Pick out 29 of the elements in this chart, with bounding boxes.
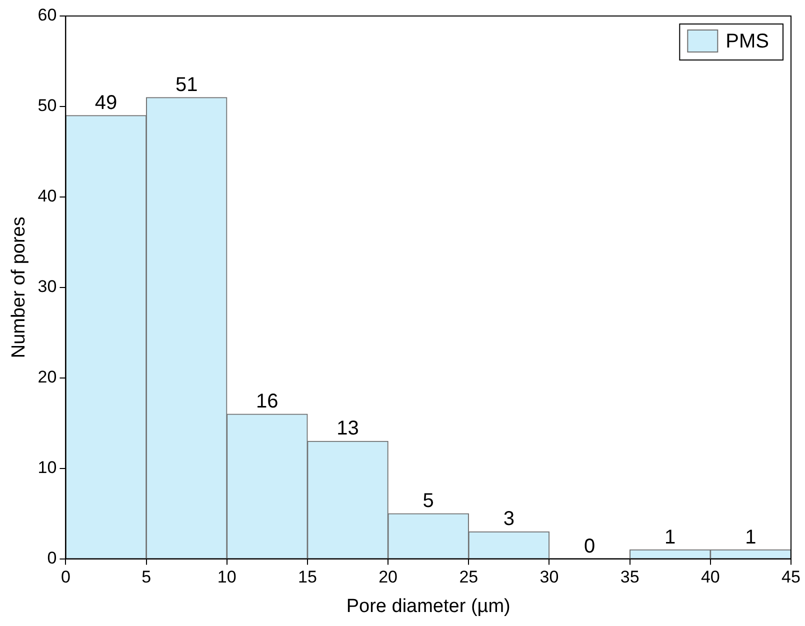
data-label: 49 [94,92,118,114]
x-tick-label: 30 [540,568,559,587]
x-tick-label: 25 [459,568,478,587]
x-tick-label: 10 [217,568,236,587]
x-tick-label: 15 [298,568,317,587]
y-tick-label: 0 [47,548,57,568]
data-label: 13 [336,418,359,440]
y-tick-label: 60 [38,6,57,25]
data-label: 51 [175,74,198,96]
data-label: 5 [422,490,434,512]
y-tick-label: 40 [38,186,57,206]
y-axis-title: Number of pores [8,216,30,358]
data-label: 1 [664,526,676,548]
y-tick-label: 10 [38,458,57,478]
x-tick-label: 45 [782,568,800,587]
y-tick-label: 20 [38,368,57,387]
x-axis-title: Pore diameter (µm) [346,596,510,617]
x-tick-label: 0 [60,568,70,587]
x-tick-label: 40 [700,568,720,587]
y-tick-label: 30 [38,277,57,296]
x-tick-label: 5 [142,568,152,587]
y-tick-label: 50 [38,96,57,116]
x-tick-label: 35 [620,568,640,587]
data-label: 3 [503,508,515,530]
data-label: 1 [745,526,756,548]
data-label: 0 [584,535,596,558]
data-label: 16 [256,390,278,413]
x-tick-label: 20 [378,568,398,587]
legend-label: PMS [726,30,770,53]
